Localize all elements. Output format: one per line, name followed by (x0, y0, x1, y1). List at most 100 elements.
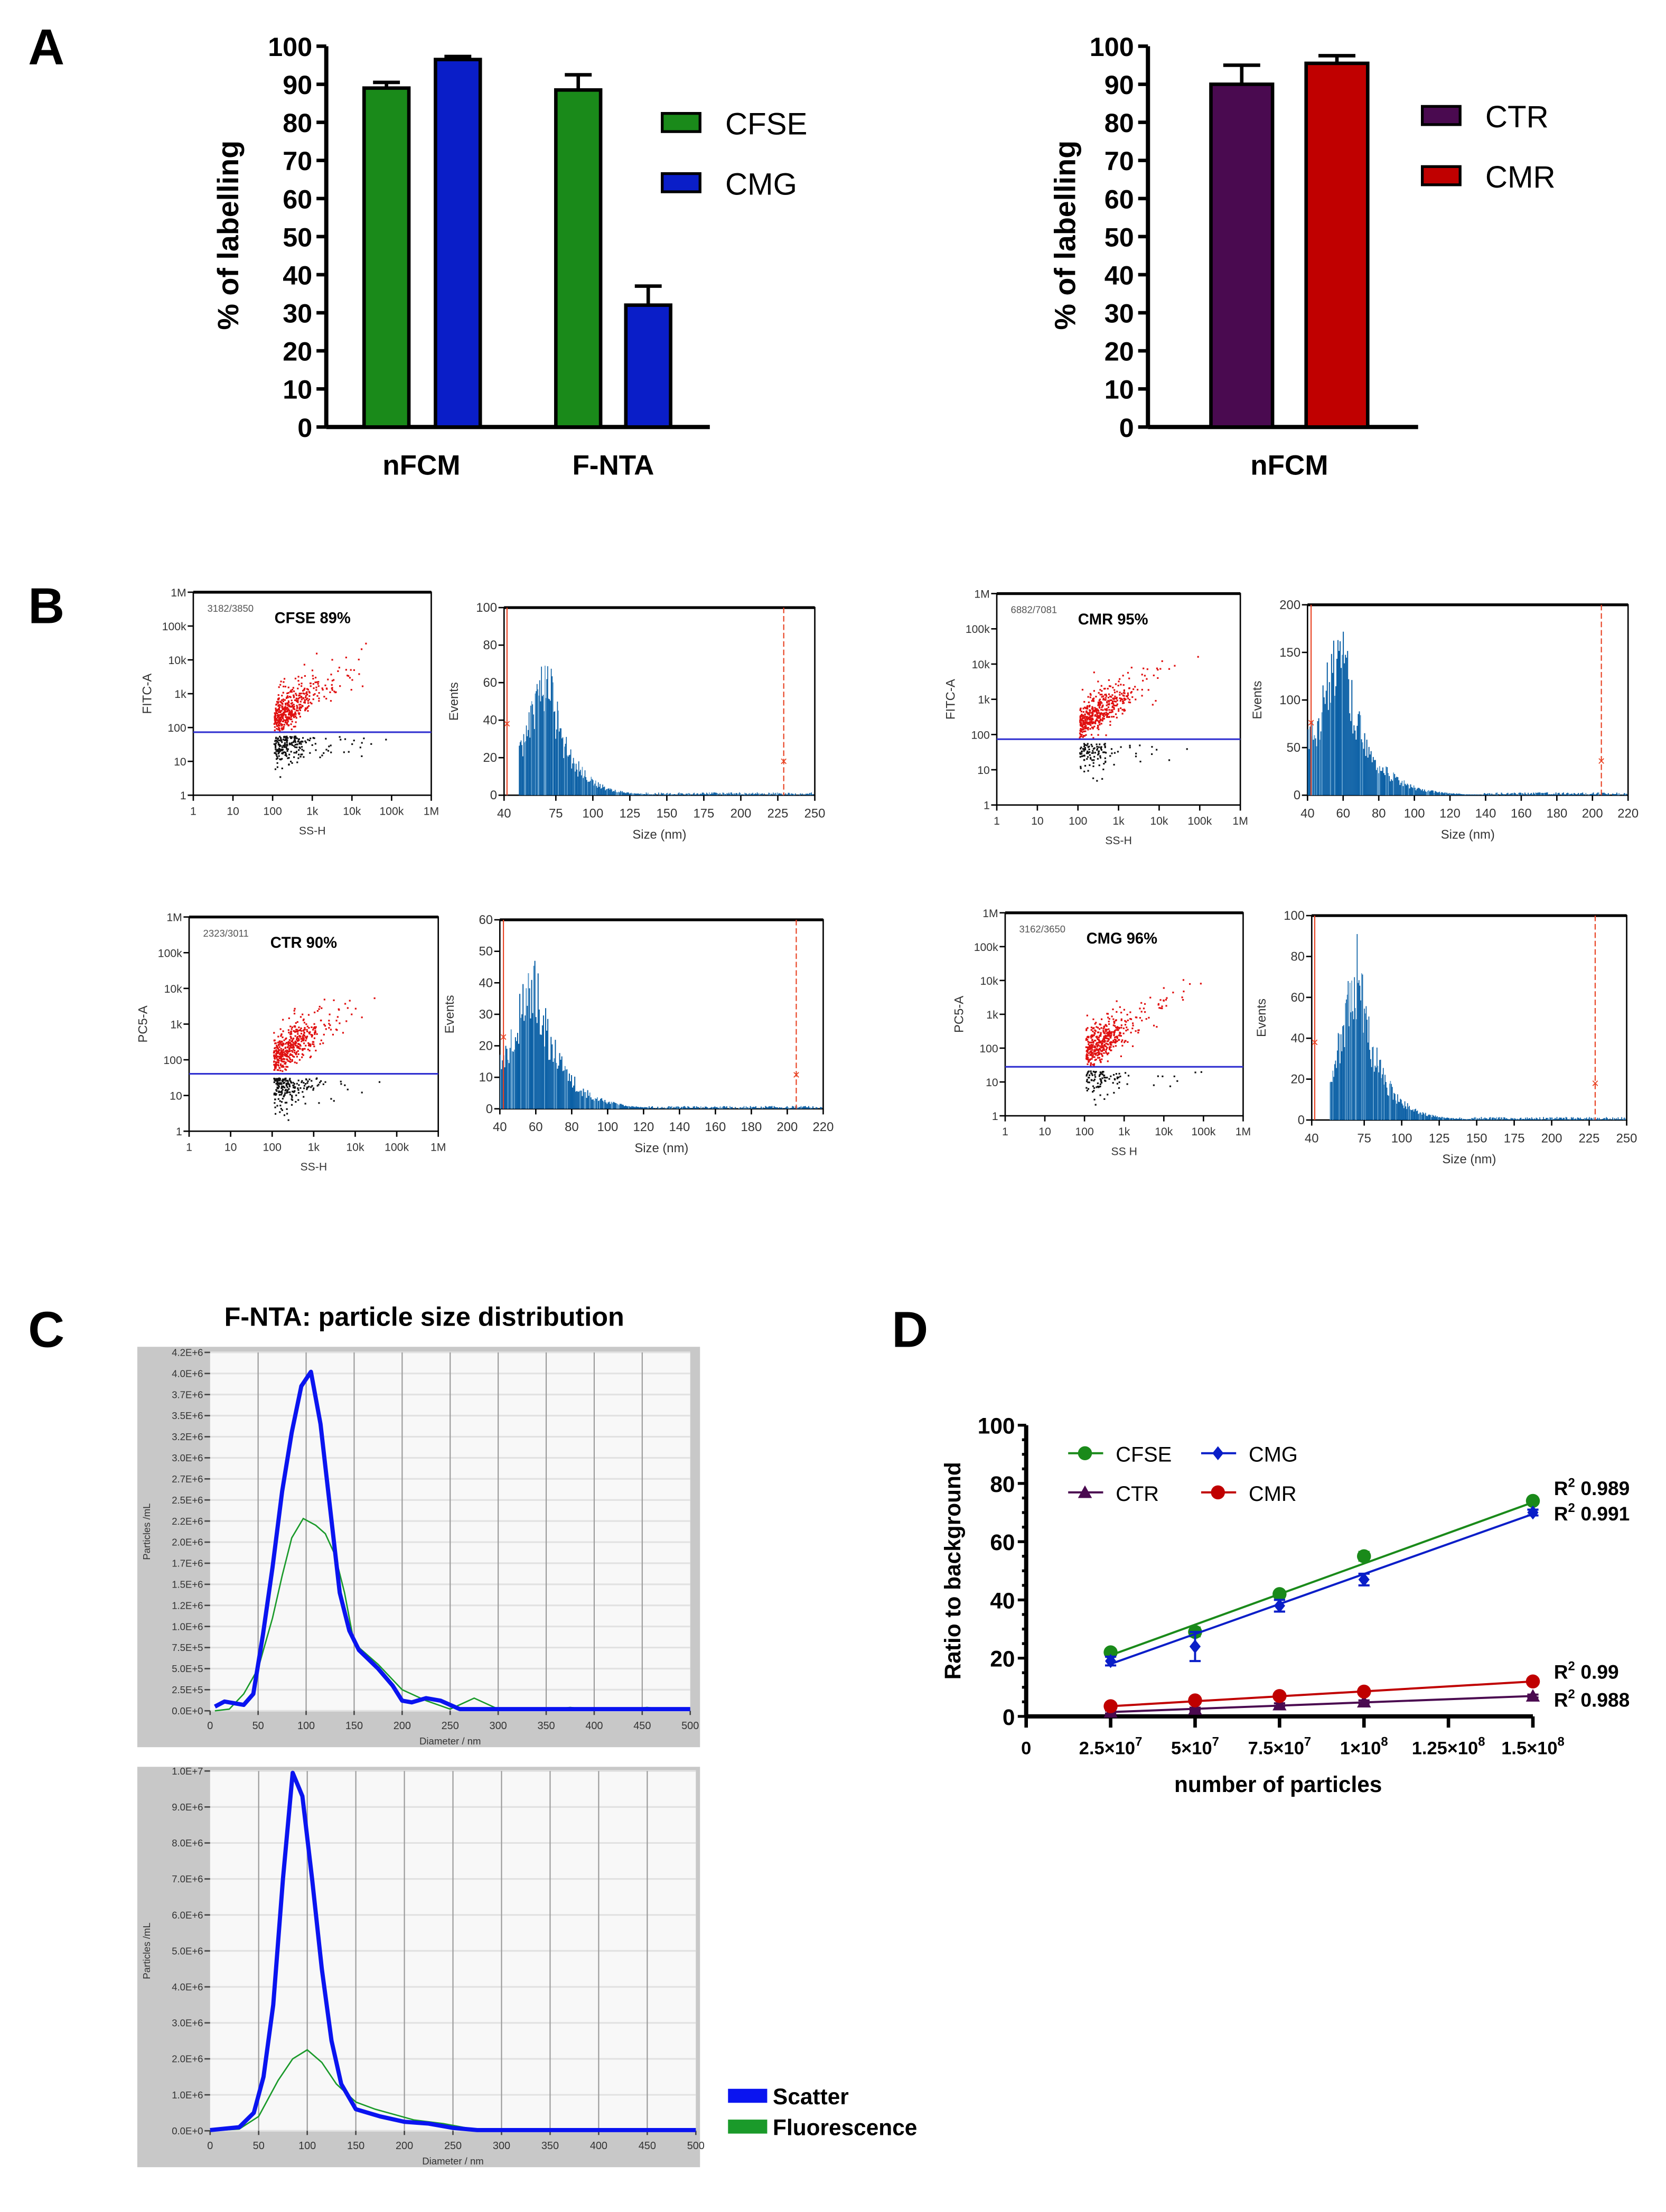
event-dot-negative (276, 1086, 278, 1088)
event-dot-positive (274, 715, 276, 717)
event-dot-positive (1091, 1039, 1093, 1041)
event-dot-positive (1156, 1026, 1158, 1028)
event-dot-negative (1098, 764, 1100, 767)
event-dot-positive (1093, 1065, 1095, 1067)
x-tick-label: 10 (1038, 1126, 1051, 1138)
histogram-bar (1339, 651, 1340, 796)
histogram-bar (1405, 783, 1406, 796)
event-dot-positive (1098, 1036, 1100, 1039)
y-tick-label: 0 (1119, 413, 1134, 443)
event-dot-positive (287, 1060, 289, 1062)
histogram-bar (1413, 1111, 1415, 1120)
histogram-bar (1517, 1118, 1518, 1120)
x-tick-exponent: 7 (1212, 1735, 1219, 1749)
x-tick-label: 140 (1475, 807, 1496, 821)
histogram-bar (677, 795, 678, 796)
event-dot-negative (301, 753, 303, 755)
x-tick-label: 40 (1305, 1131, 1319, 1145)
marker-circle-icon (1272, 1689, 1287, 1703)
histogram-bar (1481, 1117, 1482, 1120)
histogram-bar (610, 1104, 611, 1109)
event-dot-positive (298, 1035, 301, 1037)
histogram-bar (519, 742, 521, 796)
histogram-bar (1532, 1118, 1533, 1120)
histogram-bar (717, 1108, 719, 1109)
event-dot-positive (303, 689, 305, 691)
event-dot-positive (1113, 1039, 1116, 1041)
histogram-bar (714, 1106, 716, 1109)
event-dot-positive (287, 696, 289, 698)
event-dot-positive (338, 1008, 340, 1010)
event-dot-positive (277, 1064, 279, 1066)
event-dot-positive (283, 726, 285, 728)
event-dot-positive (278, 717, 280, 720)
event-dot-positive (299, 704, 302, 706)
histogram-bar (1312, 721, 1313, 796)
event-dot-positive (284, 1068, 286, 1070)
event-dot-positive (1161, 1007, 1163, 1010)
histogram-bar (644, 794, 645, 796)
histogram-bar (1396, 1104, 1398, 1120)
event-dot-positive (1100, 685, 1102, 687)
event-dot-negative (274, 740, 276, 742)
event-dot-positive (345, 1020, 348, 1022)
event-dot-positive (1115, 1045, 1117, 1047)
event-dot-positive (273, 1050, 275, 1052)
event-dot-positive (298, 696, 301, 699)
x-tick-exponent: 8 (1381, 1735, 1388, 1749)
event-dot-positive (312, 1043, 314, 1045)
marker-triangle-icon (1078, 1485, 1092, 1498)
event-dot-positive (1101, 1044, 1103, 1047)
histogram-bar (1460, 794, 1462, 796)
event-dot-positive (1097, 1026, 1099, 1029)
x-tick-label: 350 (537, 1720, 555, 1732)
histogram-bar (658, 792, 659, 796)
event-dot-positive (1110, 1033, 1112, 1035)
event-dot-positive (1168, 668, 1171, 670)
histogram-bar (1564, 794, 1565, 796)
event-dot-positive (1116, 1037, 1118, 1039)
histogram-bar (1328, 682, 1330, 796)
event-dot-positive (1155, 699, 1157, 702)
event-dot-positive (1090, 1037, 1092, 1039)
event-dot-positive (1094, 1054, 1097, 1056)
event-dot-positive (309, 1045, 312, 1047)
event-dot-positive (1096, 715, 1098, 717)
event-dot-negative (320, 1080, 322, 1082)
y-tick-label: 0 (1294, 788, 1300, 802)
event-dot-positive (1102, 718, 1104, 720)
y-tick-label: 1.0E+6 (172, 1621, 203, 1632)
event-dot-positive (1121, 1044, 1124, 1047)
event-dot-positive (279, 1042, 281, 1044)
histogram-bar (751, 1107, 752, 1109)
event-dot-positive (1090, 734, 1093, 736)
event-dot-negative (294, 1090, 296, 1092)
event-dot-positive (330, 700, 332, 702)
histogram-bar (722, 1107, 723, 1109)
x-tick-label: 1k (306, 805, 319, 817)
histogram-bar (614, 789, 616, 796)
event-dot-positive (286, 696, 288, 698)
event-dot-negative (285, 1083, 287, 1085)
event-dot-positive (1182, 979, 1185, 981)
event-dot-negative (288, 1088, 290, 1090)
event-dot-positive (301, 705, 303, 707)
event-dot-negative (1087, 1088, 1090, 1090)
histogram-bar (1547, 1118, 1549, 1120)
event-dot-positive (302, 692, 304, 694)
event-dot-positive (1114, 704, 1116, 707)
histogram-bar (594, 783, 595, 796)
histogram-bar (507, 1059, 509, 1109)
event-dot-negative (1101, 778, 1103, 780)
histogram-bar (522, 984, 524, 1109)
event-dot-negative (1092, 1085, 1094, 1087)
y-tick-label: 6.0E+6 (172, 1909, 203, 1920)
histogram-bar (621, 791, 622, 796)
event-dot-positive (1087, 1054, 1089, 1056)
histogram-bar (1567, 792, 1568, 796)
event-dot-positive (1089, 1051, 1091, 1053)
event-dot-positive (277, 1056, 279, 1058)
y-tick-label: 3.0E+6 (172, 2018, 203, 2029)
event-dot-positive (1080, 730, 1082, 733)
